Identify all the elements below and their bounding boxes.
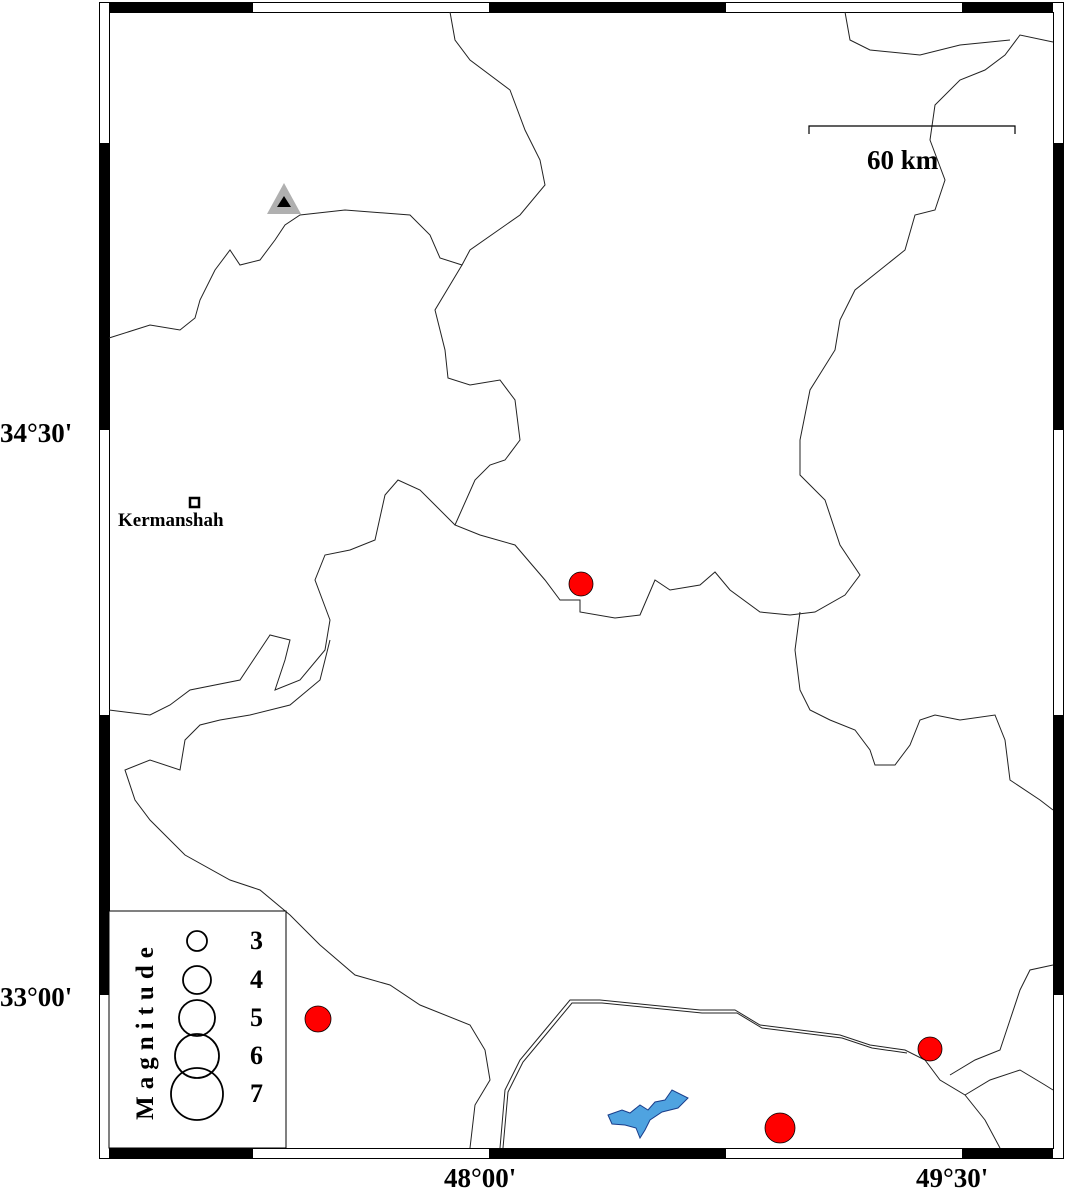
triangle-station-icon [267, 183, 301, 214]
legend-label: 5 [250, 1003, 263, 1032]
legend-circle [174, 1033, 220, 1079]
boundary-line [434, 34, 1054, 619]
earthquake-event [304, 1005, 332, 1033]
province-boundaries [108, 11, 1054, 1149]
map-frame [99, 2, 1064, 1159]
boundary-line [949, 964, 1054, 1076]
earthquake-event [764, 1112, 796, 1144]
earthquake-events [304, 571, 943, 1144]
frame-segment [962, 3, 1053, 12]
frame-outer [99, 2, 1064, 1159]
frame-inner [109, 12, 1054, 1149]
earthquake-event [917, 1036, 943, 1062]
boundary-line [844, 11, 1011, 56]
scale-bar [808, 125, 1016, 134]
y-tick-label: 33°00' [0, 982, 73, 1012]
legend-label: 7 [250, 1079, 263, 1108]
frame-segment [962, 1149, 1053, 1158]
legend-circle [170, 1067, 224, 1121]
boundary-line [502, 1002, 908, 1149]
legend-label: 4 [250, 965, 263, 994]
y-tick-label: 34°30' [0, 418, 73, 448]
boundary-line [794, 611, 1054, 811]
boundary-line [124, 639, 491, 1149]
frame-segment [109, 1149, 253, 1158]
boundary-line [108, 479, 456, 716]
legend-label: 6 [250, 1041, 263, 1070]
square-marker-icon [188, 496, 201, 509]
earthquake-event [568, 571, 594, 597]
legend-circle [186, 930, 208, 952]
frame-segment [489, 1149, 726, 1158]
boundary-line [108, 11, 546, 339]
legend-title: Magnitude [132, 940, 159, 1120]
frame-segment [109, 3, 253, 12]
boundary-line [964, 1069, 1054, 1096]
legend-label: 3 [250, 926, 263, 955]
lake [607, 1089, 689, 1140]
frame-segment [489, 3, 726, 12]
legend-circle [182, 965, 212, 995]
scale-bar-label: 60 km [867, 145, 939, 175]
city-label: Kermanshah [118, 510, 224, 531]
boundary-line [499, 999, 1001, 1149]
frame-segment [1054, 715, 1063, 995]
x-tick-label: 48°00' [444, 1163, 517, 1193]
legend-circles [170, 930, 224, 1121]
x-tick-label: 49°30' [916, 1163, 989, 1193]
frame-segment [1054, 143, 1063, 430]
legend-circle [178, 999, 216, 1037]
frame-segment [100, 715, 109, 995]
frame-segment [100, 143, 109, 430]
